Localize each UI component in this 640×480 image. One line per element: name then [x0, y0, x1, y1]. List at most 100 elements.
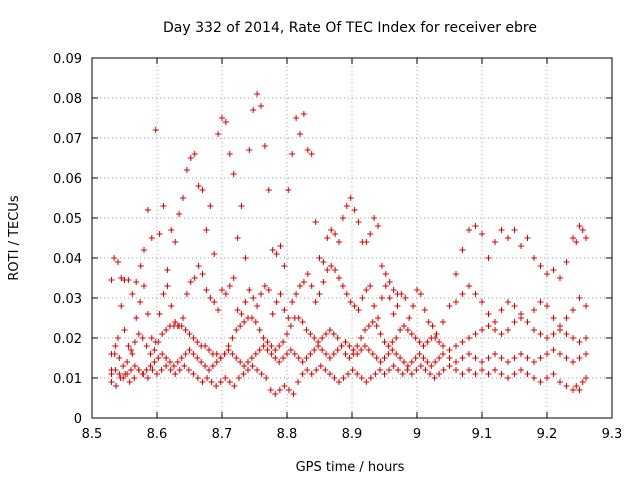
data-point [131, 375, 138, 381]
data-point [427, 371, 433, 377]
data-point [466, 367, 472, 373]
data-point [311, 335, 318, 341]
data-point [163, 327, 170, 333]
data-point [390, 287, 397, 293]
data-point [429, 323, 436, 329]
data-point [194, 355, 201, 361]
data-point [121, 327, 128, 333]
data-point [217, 379, 224, 385]
data-point [158, 367, 165, 373]
data-point [213, 351, 220, 357]
data-point [338, 343, 345, 349]
data-point [408, 331, 415, 337]
data-point [544, 351, 550, 357]
data-point [459, 371, 466, 377]
data-point [570, 307, 576, 313]
data-point [167, 367, 174, 373]
data-point [149, 367, 156, 373]
data-point [118, 303, 125, 309]
data-point [511, 319, 518, 325]
data-point [241, 319, 248, 325]
data-point [245, 367, 251, 373]
data-point [332, 267, 339, 273]
data-point [537, 263, 544, 269]
data-point [583, 335, 589, 341]
data-point [183, 167, 190, 173]
data-point [263, 375, 270, 381]
data-point [563, 383, 570, 389]
data-point [402, 295, 409, 301]
data-point [233, 355, 240, 361]
data-point [453, 367, 459, 373]
data-point [295, 355, 302, 361]
data-point [226, 283, 233, 289]
data-point [308, 283, 315, 289]
data-point [381, 339, 388, 345]
data-point [342, 339, 349, 345]
data-point [511, 227, 518, 233]
data-point [156, 311, 163, 317]
data-point [550, 371, 557, 377]
data-point [446, 363, 453, 369]
data-point [377, 359, 384, 365]
data-point [299, 371, 306, 377]
data-point [293, 291, 300, 297]
data-point [382, 271, 389, 277]
data-point [182, 327, 189, 333]
data-point [191, 275, 198, 281]
data-point [194, 339, 201, 345]
data-point [128, 347, 134, 353]
data-point [242, 299, 249, 305]
data-point [358, 375, 365, 381]
data-point [404, 367, 411, 373]
data-point [417, 363, 424, 369]
data-point [135, 367, 142, 373]
data-point [264, 339, 271, 345]
data-point [466, 335, 472, 341]
data-point [195, 263, 202, 269]
data-point [116, 371, 123, 377]
data-point [351, 303, 358, 309]
data-point [172, 319, 179, 325]
data-point [176, 367, 183, 373]
data-point [248, 355, 255, 361]
data-point [398, 291, 405, 297]
data-point [264, 347, 271, 353]
data-point [511, 371, 518, 377]
data-point [466, 351, 472, 357]
data-point [203, 287, 210, 293]
data-point [300, 111, 307, 117]
data-point [583, 351, 589, 357]
data-point [531, 375, 537, 381]
data-point [358, 335, 365, 341]
data-point [252, 319, 259, 325]
data-point [281, 263, 288, 269]
data-point [492, 319, 498, 325]
data-point [570, 335, 576, 341]
data-point [433, 331, 440, 337]
data-point [479, 367, 485, 373]
data-point [250, 295, 257, 301]
data-point [386, 295, 393, 301]
data-point [350, 347, 357, 353]
data-point [453, 271, 459, 277]
data-point [479, 359, 485, 365]
data-point [221, 351, 228, 357]
data-point [276, 359, 283, 365]
data-point [276, 343, 283, 349]
data-point [133, 315, 140, 321]
data-point [111, 255, 118, 261]
data-point [144, 311, 151, 317]
data-point [563, 259, 570, 265]
data-point [254, 303, 261, 309]
data-point [199, 379, 206, 385]
data-point [117, 375, 124, 381]
data-point [328, 263, 335, 269]
data-point [272, 347, 279, 353]
data-point [518, 351, 524, 357]
data-point [202, 363, 209, 369]
data-point [436, 339, 443, 345]
data-point [160, 291, 167, 297]
data-point [151, 347, 158, 353]
data-point [304, 271, 311, 277]
